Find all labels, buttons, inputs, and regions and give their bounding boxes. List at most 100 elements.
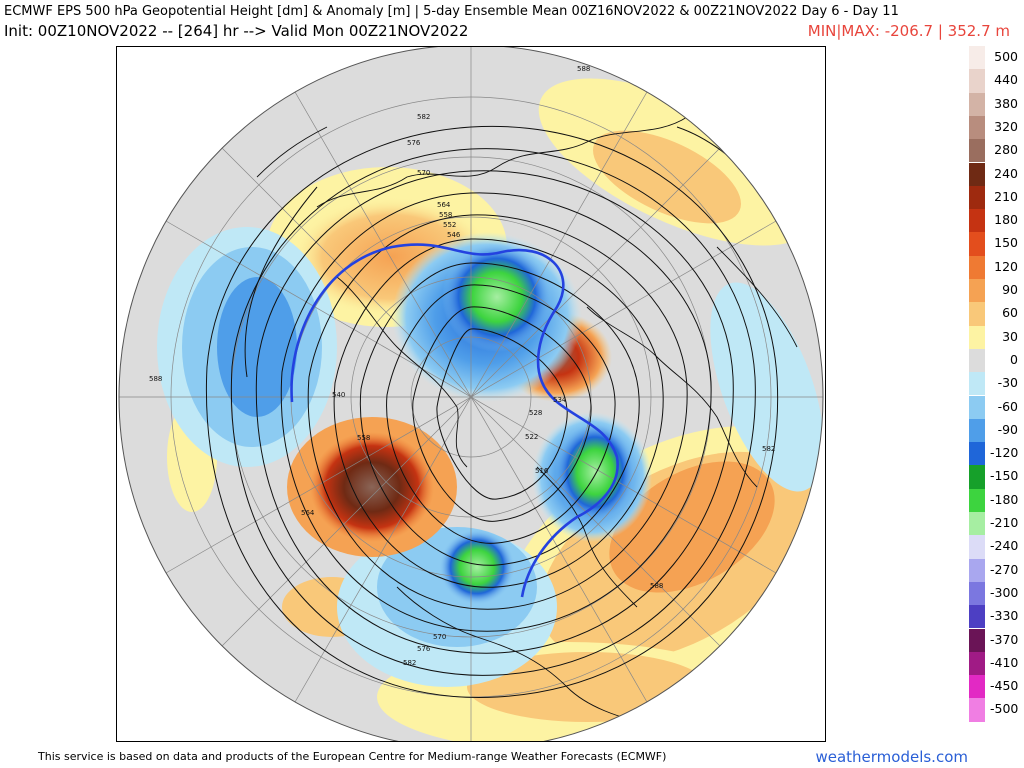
legend-entry: 30 xyxy=(966,325,1022,349)
legend-entry: -180 xyxy=(966,488,1022,512)
contour-label: 570 xyxy=(417,169,430,177)
legend-entry: 0 xyxy=(966,348,1022,373)
legend-swatch xyxy=(969,605,985,629)
legend-entry: -270 xyxy=(966,558,1022,582)
contour-label: 582 xyxy=(417,113,430,121)
contour-label: 516 xyxy=(535,467,549,475)
contour-label: 570 xyxy=(433,633,446,641)
legend-swatch xyxy=(969,535,985,559)
legend-entry: 150 xyxy=(966,232,1022,256)
legend-swatch xyxy=(969,139,985,163)
legend-entry: -450 xyxy=(966,675,1022,699)
hemisphere-edge xyxy=(118,47,824,741)
legend-entry: 90 xyxy=(966,279,1022,303)
legend-label: 210 xyxy=(994,188,1018,204)
legend-label: 60 xyxy=(1002,305,1018,321)
brand-link[interactable]: weathermodels.com xyxy=(815,748,968,766)
legend-entry: -240 xyxy=(966,535,1022,559)
legend-swatch xyxy=(969,255,985,279)
contour-540-highlight xyxy=(290,243,619,598)
contour-label: 588 xyxy=(149,375,162,383)
legend-label: 180 xyxy=(994,212,1018,228)
legend-label: -410 xyxy=(990,654,1019,670)
legend-label: 380 xyxy=(994,95,1018,111)
contour-label: 564 xyxy=(437,201,451,209)
legend-swatch xyxy=(969,162,985,186)
legend-swatch xyxy=(969,418,985,443)
legend-label: 0 xyxy=(1010,351,1018,367)
legend-label: -210 xyxy=(990,515,1019,530)
legend-swatch xyxy=(969,488,985,512)
legend-entry: 280 xyxy=(966,139,1022,163)
legend-swatch xyxy=(969,69,985,93)
coastlines xyxy=(256,116,798,728)
legend-entry: 500 xyxy=(966,46,1022,70)
legend-label: -300 xyxy=(990,584,1019,600)
height-contours xyxy=(205,125,808,698)
legend-entry: 440 xyxy=(966,69,1022,93)
legend-label: 90 xyxy=(1002,282,1018,297)
legend-label: 500 xyxy=(994,49,1018,64)
contour-label: 546 xyxy=(447,231,461,239)
legend-label: 440 xyxy=(994,72,1018,88)
legend-label: -500 xyxy=(990,701,1019,717)
legend-entry: 60 xyxy=(966,302,1022,326)
contour-label: 534 xyxy=(553,396,567,404)
contour-label: 576 xyxy=(407,139,421,147)
legend-swatch xyxy=(969,325,985,349)
legend-swatch xyxy=(969,279,985,303)
legend-entry: -60 xyxy=(966,395,1022,419)
legend-label: -180 xyxy=(990,491,1019,507)
contour-label: 588 xyxy=(650,582,663,590)
legend-entry: 240 xyxy=(966,162,1022,186)
legend-label: 240 xyxy=(994,165,1018,181)
legend-entry: 320 xyxy=(966,115,1022,140)
legend-entry: -500 xyxy=(966,698,1022,722)
legend-swatch xyxy=(969,465,985,489)
contour-label: 552 xyxy=(443,221,456,229)
contour-label: 558 xyxy=(439,211,452,219)
legend-swatch xyxy=(969,395,985,419)
legend-label: -370 xyxy=(990,631,1019,647)
legend-entry: -210 xyxy=(966,512,1022,536)
legend-entry: -30 xyxy=(966,372,1022,396)
legend-entry: 120 xyxy=(966,255,1022,279)
contour-label: 582 xyxy=(403,659,416,667)
legend-label: -120 xyxy=(990,445,1019,461)
contour-label: 576 xyxy=(417,645,431,653)
legend-entry: -410 xyxy=(966,651,1022,676)
min-max-readout: MIN|MAX: -206.7 | 352.7 m xyxy=(807,22,1010,40)
contour-label: 540 xyxy=(332,391,345,399)
contour-label-group: 588 582 576 570 564 558 552 546 540 534 … xyxy=(149,65,775,667)
legend-entry: 180 xyxy=(966,209,1022,233)
legend-label: 280 xyxy=(994,142,1018,158)
legend-entry: 380 xyxy=(966,92,1022,116)
contour-label: 528 xyxy=(529,409,542,417)
legend-swatch xyxy=(969,581,985,606)
legend-swatch xyxy=(969,558,985,582)
init-valid-line: Init: 00Z10NOV2022 -- [264] hr --> Valid… xyxy=(4,22,469,40)
legend-swatch xyxy=(969,232,985,256)
legend-entry: -330 xyxy=(966,605,1022,629)
legend-swatch xyxy=(969,302,985,326)
legend-swatch xyxy=(969,442,985,466)
graticule xyxy=(119,47,823,741)
contour-label: 564 xyxy=(301,509,315,517)
legend-label: -150 xyxy=(990,468,1019,484)
legend-swatch xyxy=(969,92,985,116)
legend-label: -240 xyxy=(990,538,1019,554)
legend-swatch xyxy=(969,46,985,70)
legend-label: -270 xyxy=(990,561,1019,577)
legend-entry: -90 xyxy=(966,418,1022,443)
legend-swatch xyxy=(969,185,985,210)
legend-swatch xyxy=(969,115,985,140)
legend-swatch xyxy=(969,209,985,233)
contour-label: 588 xyxy=(577,65,590,73)
legend-label: 30 xyxy=(1002,328,1018,344)
legend-swatch xyxy=(969,698,985,722)
legend-entry: -150 xyxy=(966,465,1022,489)
legend-label: -450 xyxy=(990,678,1019,694)
map-title: ECMWF EPS 500 hPa Geopotential Height [d… xyxy=(4,4,899,19)
legend-swatch xyxy=(969,628,985,652)
legend-swatch xyxy=(969,512,985,536)
